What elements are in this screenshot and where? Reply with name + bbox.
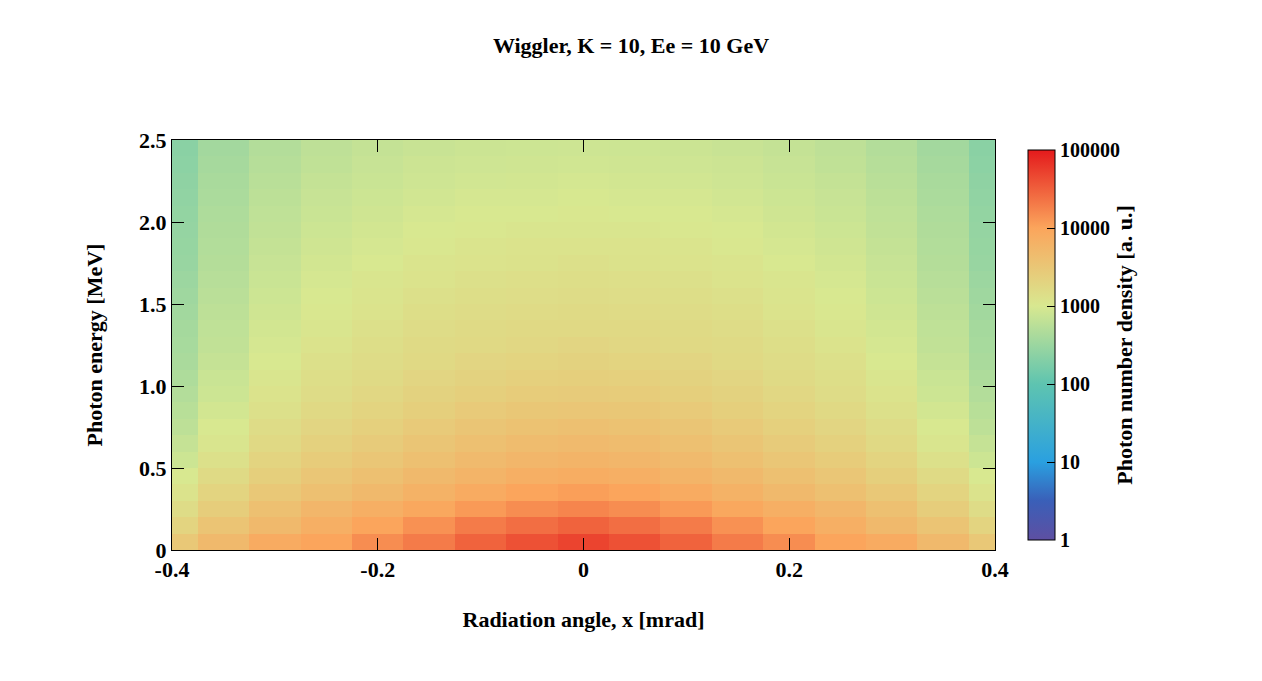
- svg-text:100000: 100000: [1060, 139, 1120, 161]
- svg-text:-0.4: -0.4: [155, 557, 190, 582]
- svg-text:Photon number density [a. u.]: Photon number density [a. u.]: [1112, 205, 1137, 485]
- svg-text:0.5: 0.5: [139, 456, 167, 481]
- svg-text:-0.2: -0.2: [360, 557, 395, 582]
- svg-text:Radiation angle, x [mrad]: Radiation angle, x [mrad]: [463, 607, 705, 632]
- svg-text:1.5: 1.5: [139, 292, 167, 317]
- svg-text:1: 1: [1060, 529, 1070, 551]
- svg-text:1000: 1000: [1060, 295, 1100, 317]
- svg-text:1.0: 1.0: [139, 374, 167, 399]
- svg-text:0.2: 0.2: [776, 557, 804, 582]
- svg-text:0: 0: [578, 557, 589, 582]
- svg-text:0: 0: [156, 538, 167, 563]
- svg-text:Photon energy [MeV]: Photon energy [MeV]: [82, 244, 107, 447]
- svg-text:100: 100: [1060, 373, 1090, 395]
- svg-text:Wiggler, K = 10, Ee = 10 GeV: Wiggler, K = 10, Ee = 10 GeV: [493, 33, 769, 58]
- svg-text:10: 10: [1060, 451, 1080, 473]
- svg-text:2.5: 2.5: [139, 128, 167, 153]
- svg-text:2.0: 2.0: [139, 210, 167, 235]
- svg-text:10000: 10000: [1060, 217, 1110, 239]
- svg-text:0.4: 0.4: [981, 557, 1009, 582]
